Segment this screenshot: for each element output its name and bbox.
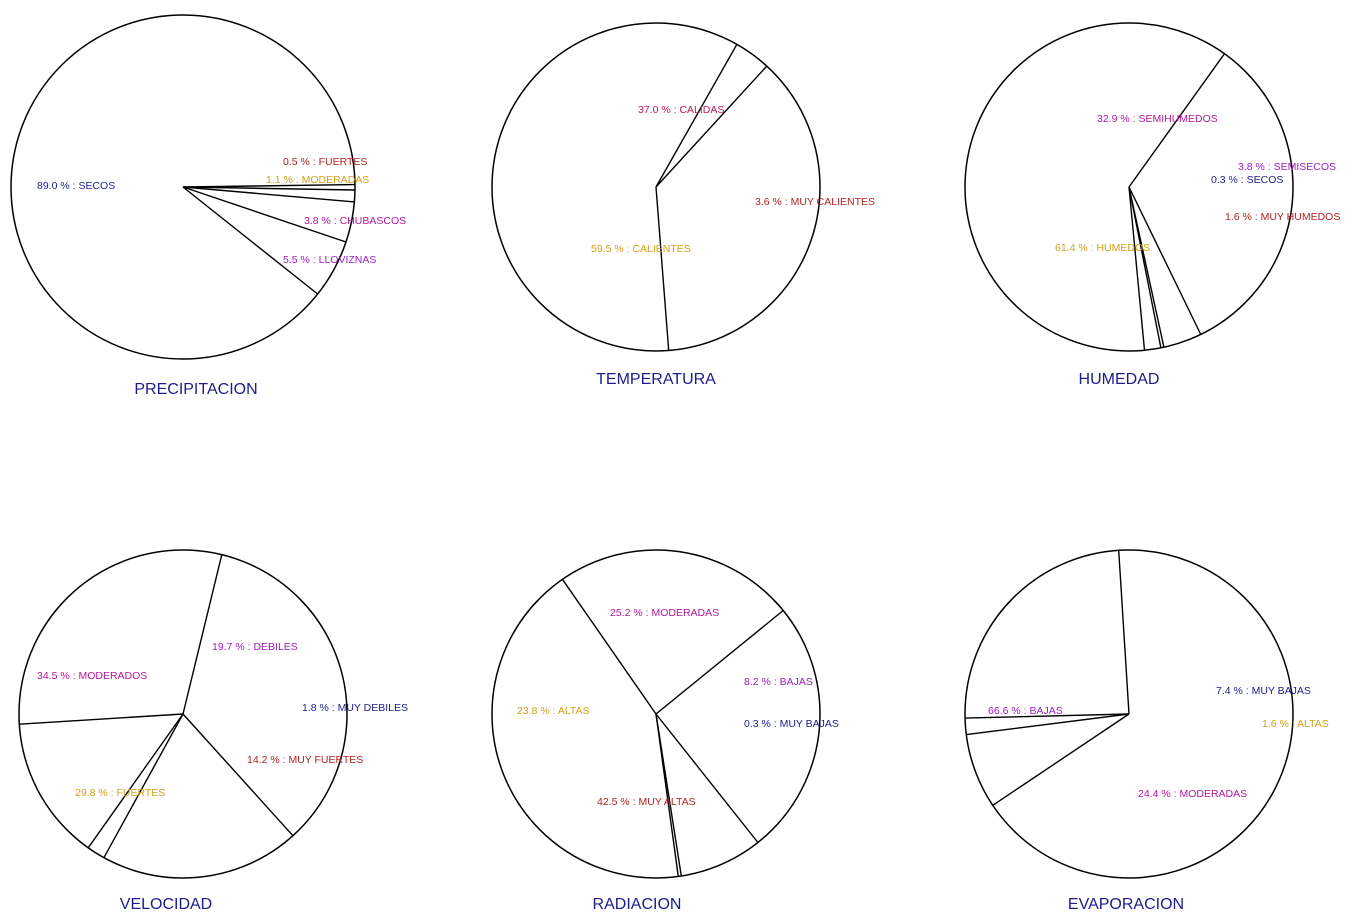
pie-label-debiles: 19.7 % : DEBILES xyxy=(212,641,298,653)
pie-slice-boundary xyxy=(1128,186,1202,335)
pie-slice-boundaries xyxy=(965,550,1130,806)
pie-slice-boundary xyxy=(655,713,679,877)
pie-slice-boundaries xyxy=(561,578,784,877)
pie-slice-boundary xyxy=(182,186,319,295)
pie-chart-evaporacion: 66.6 % : BAJAS 7.4 % : MUY BAJAS 1.6 % :… xyxy=(964,549,1329,913)
pie-slice-boundary xyxy=(655,65,768,188)
pie-slice-boundary xyxy=(655,43,738,188)
pie-slice-boundary xyxy=(182,554,223,715)
pie-slice-boundaries xyxy=(655,43,768,351)
pie-slice-boundary xyxy=(965,713,1130,719)
pie-slice-boundary xyxy=(182,186,356,191)
pie-label-moderados: 34.5 % : MODERADOS xyxy=(37,670,147,682)
pie-label-muy-fuertes: 14.2 % : MUY FUERTES xyxy=(247,754,363,766)
pie-chart-precipitacion: 0.5 % : FUERTES 1.1 % : MODERADAS 3.8 % … xyxy=(10,14,406,398)
pie-slice-boundary xyxy=(1128,186,1146,351)
pie-slice-boundary xyxy=(561,578,657,715)
pie-label-bajas: 66.6 % : BAJAS xyxy=(988,705,1063,717)
pie-label-bajas: 8.2 % : BAJAS xyxy=(744,676,813,688)
pie-label-fuertes: 29.8 % : FUERTES xyxy=(75,787,165,799)
pie-slice-boundary xyxy=(182,186,355,203)
pie-label-calidas: 37.0 % : CALIDAS xyxy=(638,104,724,116)
pie-slice-boundary xyxy=(19,713,184,725)
pie-slice-boundaries xyxy=(19,554,294,859)
pie-label-semihumedos: 32.9 % : SEMIHUMEDOS xyxy=(1097,113,1218,125)
pie-label-fuertes: 0.5 % : FUERTES xyxy=(283,156,367,168)
pie-label-chubascos: 3.8 % : CHUBASCOS xyxy=(304,215,406,227)
pie-label-muy-humedos: 1.6 % : MUY HUMEDOS xyxy=(1225,211,1340,223)
pie-title-radiacion: RADIACION xyxy=(593,896,682,913)
pie-label-muy-bajas: 0.3 % : MUY BAJAS xyxy=(744,718,839,730)
pie-label-altas: 23.8 % : ALTAS xyxy=(517,705,590,717)
pie-label-muy-calientes: 3.6 % : MUY CALIENTES xyxy=(755,196,875,208)
pie-label-semisecos: 3.8 % : SEMISECOS xyxy=(1238,161,1336,173)
pie-slice-boundary xyxy=(103,713,184,859)
pie-label-moderadas: 24.4 % : MODERADAS xyxy=(1138,788,1247,800)
pie-chart-temperatura: 37.0 % : CALIDAS 59.5 % : CALIENTES 3.6 … xyxy=(491,22,875,388)
pie-label-moderadas: 1.1 % : MODERADAS xyxy=(266,174,369,186)
pie-label-moderadas: 25.2 % : MODERADAS xyxy=(610,607,719,619)
pie-label-calientes: 59.5 % : CALIENTES xyxy=(591,243,691,255)
pie-slice-boundary xyxy=(182,713,294,837)
pie-slice-boundary xyxy=(655,713,759,843)
pie-label-muy-debiles: 1.8 % : MUY DEBILES xyxy=(302,702,408,714)
pie-label-muy-altas: 42.5 % : MUY ALTAS xyxy=(597,796,696,808)
pie-slice-boundary xyxy=(655,186,670,351)
pie-title-velocidad: VELOCIDAD xyxy=(120,896,212,913)
pie-chart-humedad: 32.9 % : SEMIHUMEDOS 3.8 % : SEMISECOS 0… xyxy=(964,22,1340,388)
pie-label-secos: 0.3 % : SECOS xyxy=(1211,174,1283,186)
pie-slice-boundary xyxy=(966,713,1130,736)
pie-label-muy-bajas: 7.4 % : MUY BAJAS xyxy=(1216,685,1311,697)
pie-slice-boundary xyxy=(1118,550,1130,715)
pie-label-humedos: 61.4 % : HUMEDOS xyxy=(1055,242,1150,254)
pie-slice-boundary xyxy=(655,609,784,715)
pie-title-precipitacion: PRECIPITACION xyxy=(134,381,257,398)
pie-slice-boundaries xyxy=(1128,53,1226,351)
pie-label-lloviznas: 5.5 % : LLOVIZNAS xyxy=(283,254,376,266)
pie-slice-boundary xyxy=(1128,53,1226,188)
pie-label-altas: 1.6 % : ALTAS xyxy=(1262,718,1329,730)
pie-title-evaporacion: EVAPORACION xyxy=(1068,896,1184,913)
pie-chart-radiacion: 23.8 % : ALTAS 25.2 % : MODERADAS 8.2 % … xyxy=(491,549,839,913)
pie-slice-boundary xyxy=(182,183,356,188)
pie-slice-boundary xyxy=(992,713,1130,806)
pie-slice-boundary xyxy=(87,713,184,849)
pie-slice-boundary xyxy=(1128,186,1162,349)
pie-label-secos: 89.0 % : SECOS xyxy=(37,180,115,192)
pie-chart-velocidad: 34.5 % : MODERADOS 19.7 % : DEBILES 1.8 … xyxy=(18,549,408,913)
pie-slice-boundary xyxy=(182,186,347,243)
pie-title-temperatura: TEMPERATURA xyxy=(596,371,716,388)
pie-slice-boundaries xyxy=(182,183,356,295)
pie-title-humedad: HUMEDAD xyxy=(1079,371,1160,388)
